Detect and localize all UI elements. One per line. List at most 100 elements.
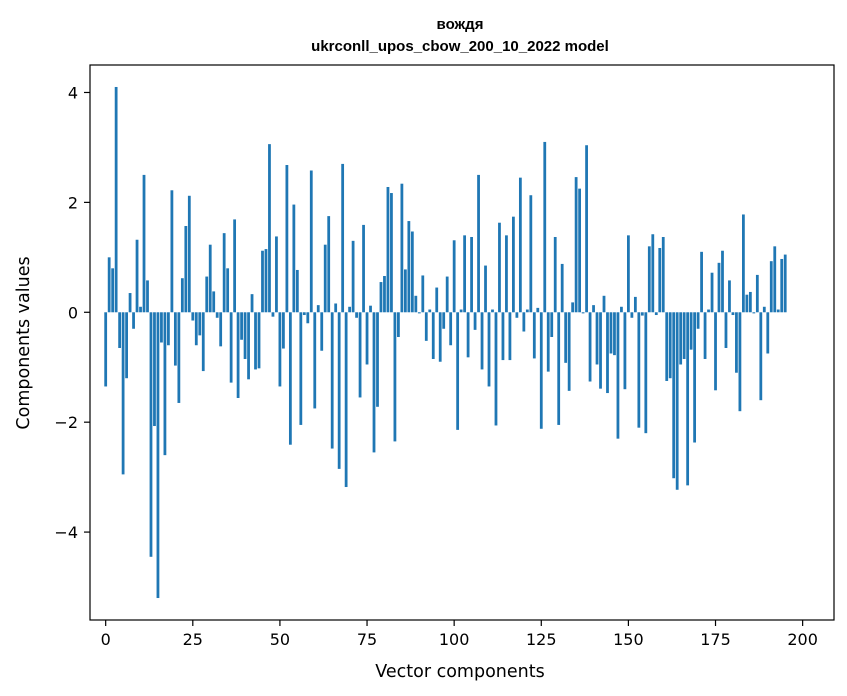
bar-16	[160, 312, 163, 343]
bar-124	[536, 307, 540, 313]
x-tick-label: 150	[613, 630, 644, 649]
bar-80	[383, 276, 386, 313]
bar-9	[135, 239, 139, 313]
bar-83	[393, 312, 397, 442]
bar-3	[114, 86, 118, 313]
bar-100	[452, 240, 456, 313]
bar-24	[187, 195, 191, 313]
bar-14	[153, 312, 156, 427]
bar-29	[205, 276, 209, 313]
bar-10	[139, 306, 142, 313]
bar-5	[121, 312, 125, 475]
bar-180	[731, 312, 735, 316]
x-tick-label: 75	[357, 630, 377, 649]
bar-58	[306, 312, 310, 324]
bar-186	[752, 312, 756, 314]
bar-115	[505, 235, 508, 313]
x-tick-label: 175	[700, 630, 731, 649]
bar-56	[299, 312, 303, 425]
bar-193	[776, 309, 780, 313]
bar-94	[431, 312, 435, 359]
bar-40	[243, 312, 247, 359]
bar-158	[654, 312, 658, 316]
bar-178	[724, 312, 728, 348]
bar-6	[125, 312, 128, 379]
bar-18	[167, 312, 170, 346]
plot-area-frame	[89, 64, 835, 621]
bar-0	[104, 312, 108, 387]
bar-93	[428, 309, 432, 313]
bar-36	[229, 312, 233, 383]
bar-177	[721, 250, 724, 313]
bar-184	[745, 294, 749, 313]
bar-165	[679, 312, 683, 365]
bar-64	[327, 216, 331, 313]
bar-86	[403, 269, 407, 313]
bar-63	[323, 244, 327, 313]
bar-159	[658, 247, 662, 313]
bars-group	[104, 86, 787, 599]
bar-30	[208, 244, 212, 313]
bar-118	[515, 312, 519, 318]
bar-155	[644, 312, 648, 434]
bar-162	[668, 312, 672, 379]
bar-150	[627, 235, 630, 313]
bar-44	[257, 312, 261, 369]
bar-147	[616, 312, 620, 439]
bar-77	[372, 312, 376, 453]
x-tick-label: 125	[526, 630, 557, 649]
y-tick-label: −2	[54, 413, 78, 432]
bar-183	[742, 214, 745, 313]
bar-152	[633, 296, 637, 313]
bar-187	[755, 274, 759, 313]
bar-46	[264, 249, 268, 313]
bar-57	[302, 312, 306, 316]
bar-110	[487, 312, 491, 387]
bar-111	[491, 309, 494, 313]
bar-50	[278, 312, 282, 387]
bar-107	[477, 174, 480, 313]
bar-156	[647, 246, 651, 313]
bar-161	[665, 312, 669, 381]
bar-69	[344, 312, 348, 488]
bar-174	[710, 272, 714, 313]
bar-1	[107, 257, 111, 313]
bar-22	[180, 278, 184, 313]
bar-98	[445, 276, 449, 313]
bar-191	[769, 261, 773, 313]
bar-164	[675, 312, 679, 490]
bar-4	[118, 312, 122, 348]
bar-105	[470, 236, 473, 313]
bar-52	[285, 165, 289, 313]
bar-143	[602, 295, 606, 313]
bar-35	[226, 268, 230, 313]
bar-157	[651, 234, 655, 313]
bar-122	[529, 195, 533, 313]
bar-26	[194, 312, 198, 346]
bar-101	[456, 312, 460, 430]
bar-109	[484, 265, 487, 313]
bar-15	[156, 312, 160, 599]
bar-114	[501, 312, 505, 361]
bar-53	[288, 312, 292, 445]
bar-17	[163, 312, 167, 456]
x-tick-label: 100	[439, 630, 470, 649]
bar-55	[295, 269, 299, 313]
bar-96	[438, 312, 442, 362]
bar-82	[390, 193, 393, 313]
y-tick-label: 4	[68, 83, 78, 102]
chart-title-line2: ukrconll_upos_cbow_200_10_2022 model	[311, 38, 609, 55]
bar-89	[414, 295, 418, 313]
bar-135	[574, 177, 578, 313]
bar-12	[146, 280, 149, 313]
bar-43	[254, 312, 257, 370]
bar-2	[111, 268, 115, 313]
bar-175	[714, 312, 717, 391]
bar-23	[184, 226, 188, 313]
bar-126	[543, 141, 547, 313]
bar-20	[173, 312, 177, 366]
bar-134	[571, 302, 575, 313]
bar-117	[512, 216, 515, 313]
bar-192	[773, 246, 777, 313]
